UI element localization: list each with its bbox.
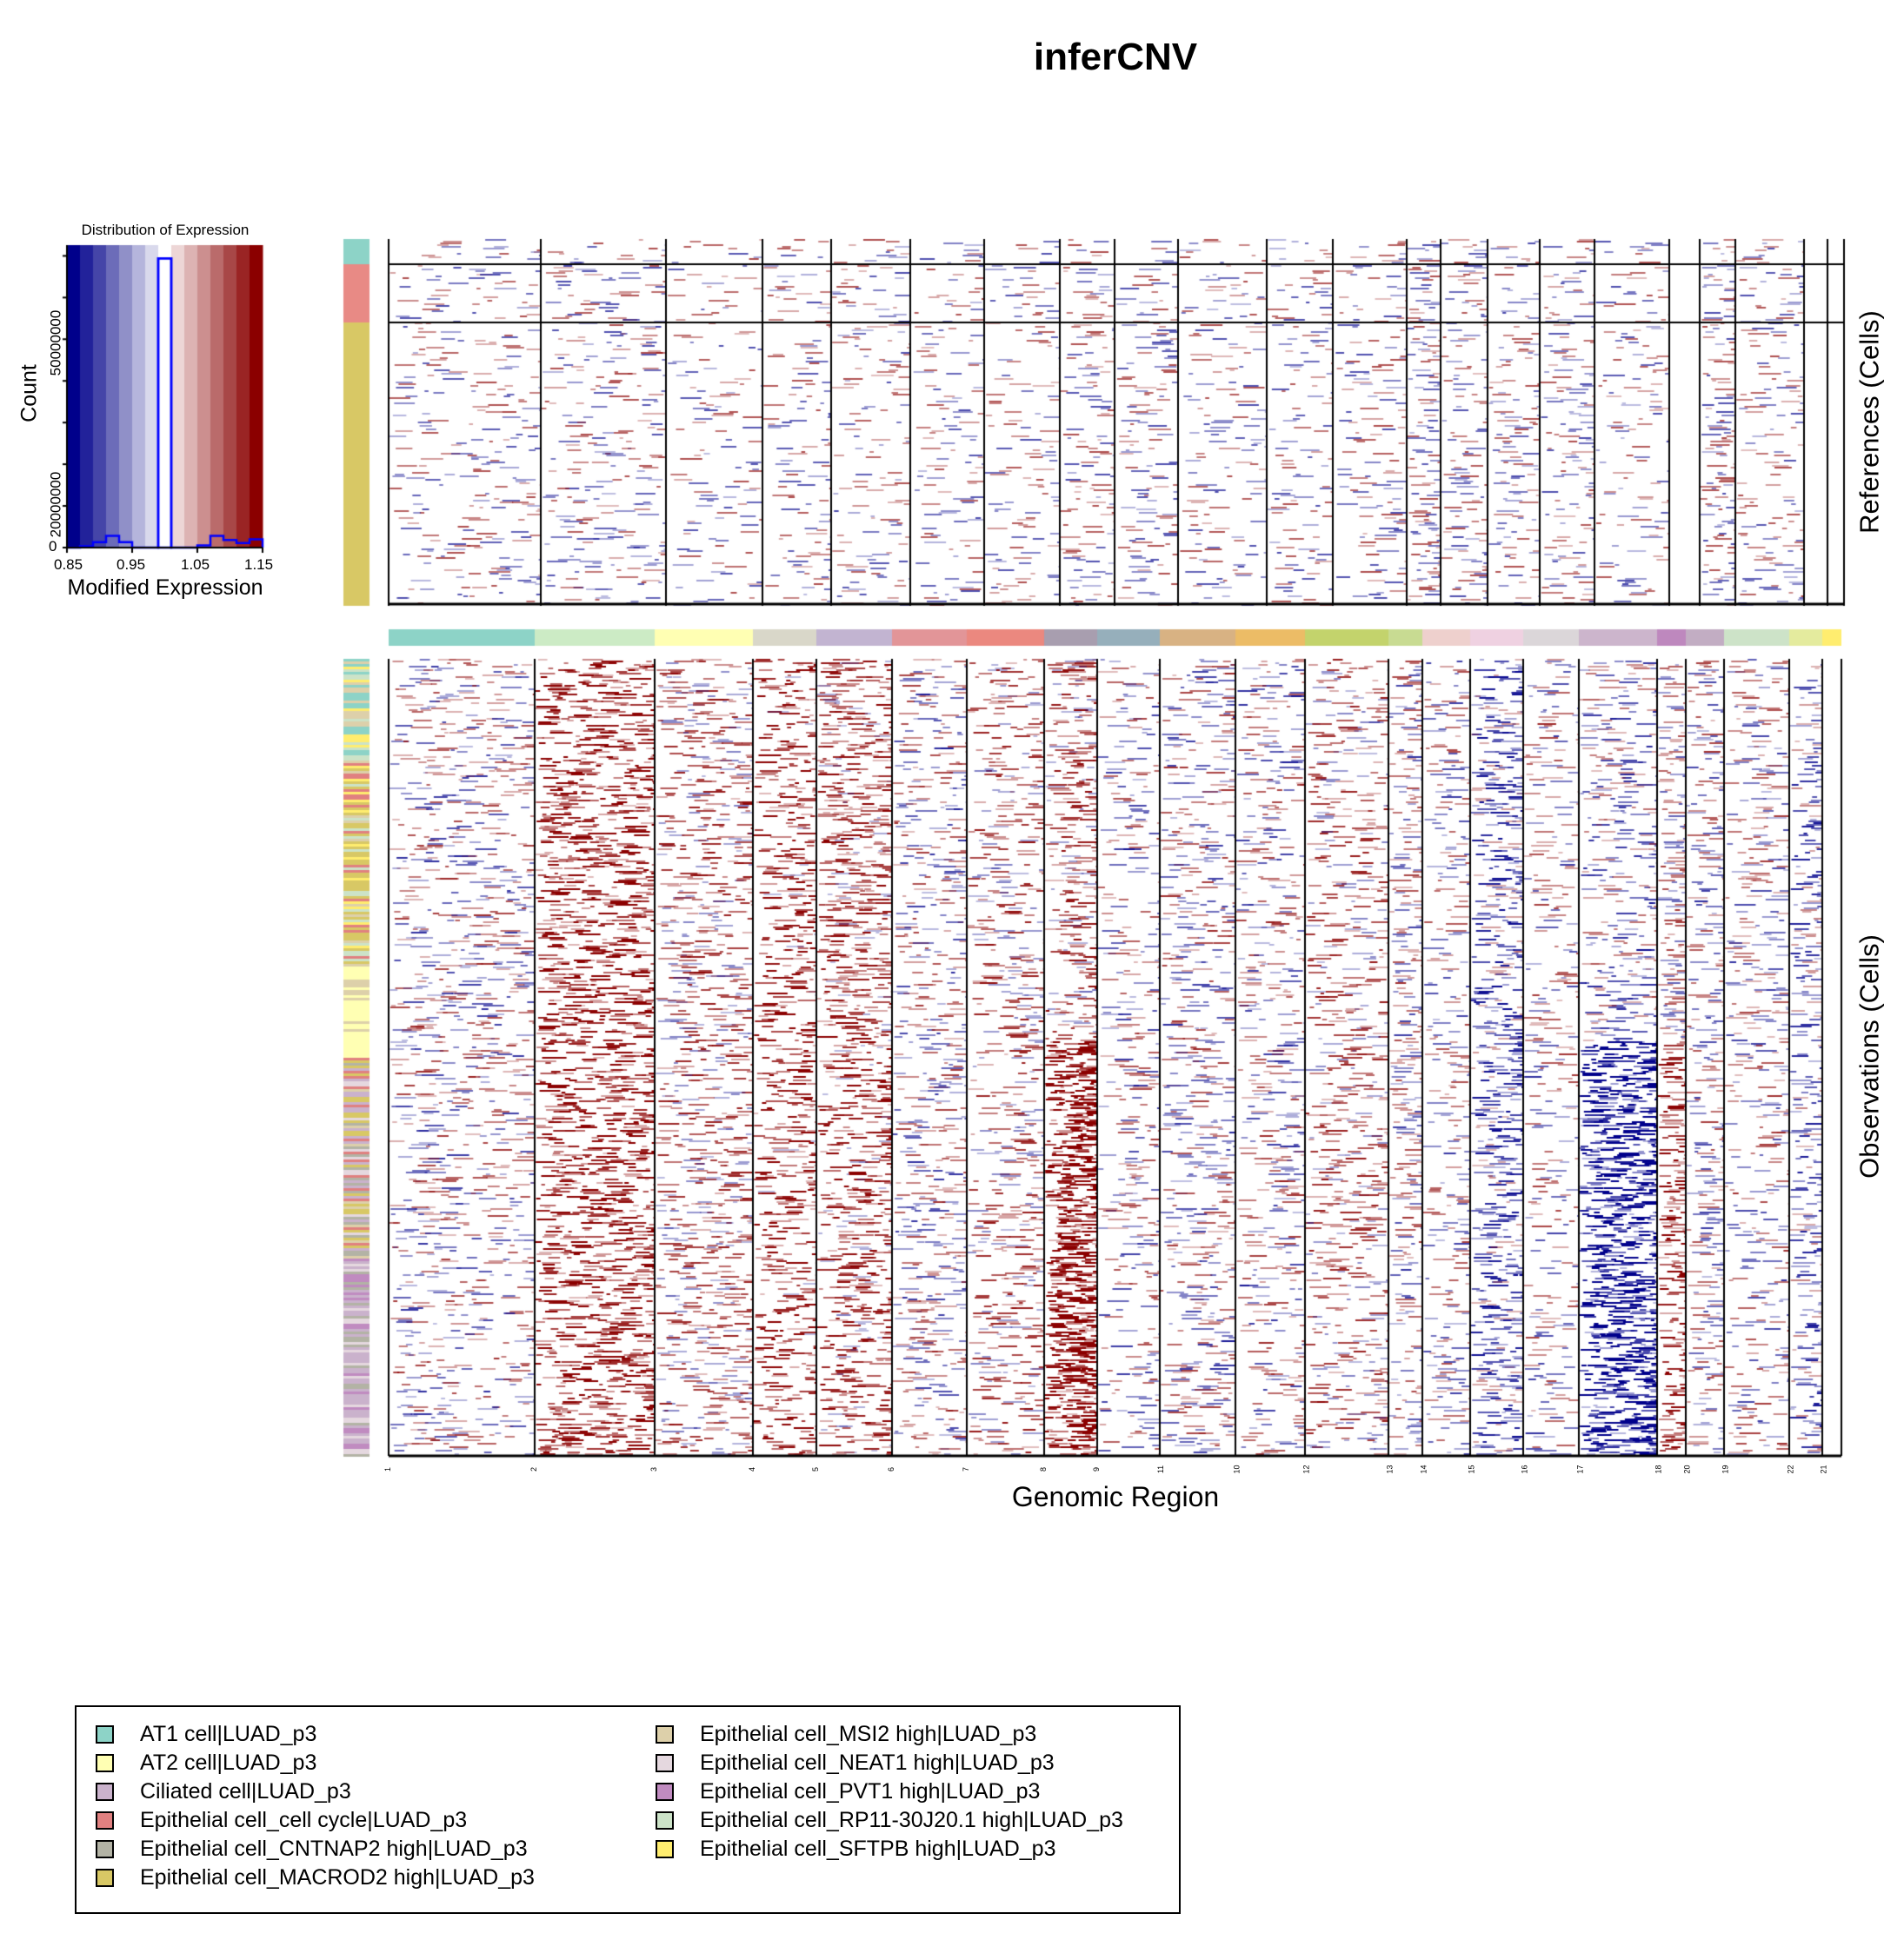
legend-item: Epithelial cell_NEAT1 high|LUAD_p3 — [656, 1751, 1055, 1776]
chromosome-label: 9 — [1092, 1466, 1102, 1472]
legend-swatch — [96, 1783, 114, 1802]
chromosome-label: 18 — [1654, 1465, 1663, 1474]
legend-swatch — [656, 1811, 674, 1830]
chromosome-label: 7 — [962, 1466, 971, 1472]
legend-item: Ciliated cell|LUAD_p3 — [96, 1779, 351, 1804]
chromosome-label: 13 — [1385, 1465, 1395, 1474]
histogram-xtick: 1.05 — [181, 556, 210, 573]
legend-label: AT2 cell|LUAD_p3 — [140, 1751, 317, 1775]
legend-swatch — [96, 1869, 114, 1888]
legend: AT1 cell|LUAD_p3 AT2 cell|LUAD_p3 Ciliated… — [75, 1705, 1181, 1914]
chromosome-label: 4 — [748, 1466, 757, 1472]
legend-swatch — [656, 1840, 674, 1859]
legend-label: Ciliated cell|LUAD_p3 — [140, 1779, 351, 1804]
histogram-ylabel: Count — [17, 364, 42, 422]
legend-label: AT1 cell|LUAD_p3 — [140, 1722, 317, 1746]
histogram-xtick: 1.15 — [244, 556, 274, 573]
chromosome-label: 14 — [1419, 1465, 1428, 1474]
chromosome-label: 1 — [383, 1466, 393, 1472]
chromosome-label: 11 — [1156, 1465, 1166, 1474]
legend-swatch — [96, 1754, 114, 1773]
legend-item: AT1 cell|LUAD_p3 — [96, 1722, 317, 1747]
chromosome-label: 6 — [887, 1466, 896, 1472]
histogram-xtick: 0.95 — [117, 556, 146, 573]
chromosome-label: 19 — [1721, 1465, 1730, 1474]
chromosome-label: 12 — [1302, 1465, 1311, 1474]
legend-swatch — [656, 1783, 674, 1802]
legend-swatch — [96, 1840, 114, 1859]
histogram-xlabel: Modified Expression — [67, 575, 263, 600]
legend-label: Epithelial cell_CNTNAP2 high|LUAD_p3 — [140, 1837, 528, 1861]
chromosome-label: 17 — [1575, 1465, 1585, 1474]
legend-item: Epithelial cell_RP11-30J20.1 high|LUAD_p… — [656, 1808, 1123, 1833]
legend-label: Epithelial cell_SFTPB high|LUAD_p3 — [700, 1837, 1056, 1861]
observations-label: Observations (Cells) — [1854, 934, 1885, 1179]
legend-label: Epithelial cell_cell cycle|LUAD_p3 — [140, 1808, 468, 1832]
legend-item: Epithelial cell_PVT1 high|LUAD_p3 — [656, 1779, 1041, 1804]
chromosome-label: 22 — [1786, 1465, 1795, 1474]
histogram-title: Distribution of Expression — [81, 222, 250, 238]
legend-label: Epithelial cell_RP11-30J20.1 high|LUAD_p… — [700, 1808, 1123, 1832]
chromosome-label: 16 — [1520, 1465, 1529, 1474]
chromosome-label: 10 — [1232, 1465, 1242, 1474]
legend-label: Epithelial cell_NEAT1 high|LUAD_p3 — [700, 1751, 1055, 1775]
chromosome-label: 3 — [649, 1466, 659, 1472]
legend-swatch — [656, 1725, 674, 1744]
legend-item: Epithelial cell_CNTNAP2 high|LUAD_p3 — [96, 1837, 528, 1862]
legend-item: Epithelial cell_MACROD2 high|LUAD_p3 — [96, 1865, 535, 1890]
chromosome-label: 8 — [1039, 1466, 1049, 1472]
legend-item: Epithelial cell_cell cycle|LUAD_p3 — [96, 1808, 468, 1833]
legend-item: Epithelial cell_MSI2 high|LUAD_p3 — [656, 1722, 1037, 1747]
histogram-ytick: 50000000 — [47, 309, 64, 376]
histogram-ytick: 20000000 — [47, 471, 64, 538]
histogram-xtick: 0.85 — [54, 556, 83, 573]
references-label: References (Cells) — [1854, 310, 1885, 534]
legend-label: Epithelial cell_MACROD2 high|LUAD_p3 — [140, 1865, 535, 1890]
chromosome-label: 15 — [1467, 1465, 1476, 1474]
plot-title: inferCNV — [1033, 36, 1198, 78]
legend-swatch — [96, 1811, 114, 1830]
histogram-ytick: 0 — [49, 538, 57, 555]
chromosome-label: 21 — [1819, 1465, 1828, 1474]
genomic-region-label: Genomic Region — [1011, 1481, 1220, 1512]
legend-label: Epithelial cell_MSI2 high|LUAD_p3 — [700, 1722, 1037, 1746]
chromosome-label: 2 — [529, 1466, 539, 1472]
legend-item: Epithelial cell_SFTPB high|LUAD_p3 — [656, 1837, 1056, 1862]
legend-swatch — [96, 1725, 114, 1744]
chromosome-label: 20 — [1682, 1465, 1692, 1474]
legend-label: Epithelial cell_PVT1 high|LUAD_p3 — [700, 1779, 1041, 1804]
legend-item: AT2 cell|LUAD_p3 — [96, 1751, 316, 1776]
chromosome-label: 5 — [811, 1466, 821, 1472]
legend-swatch — [656, 1754, 674, 1773]
